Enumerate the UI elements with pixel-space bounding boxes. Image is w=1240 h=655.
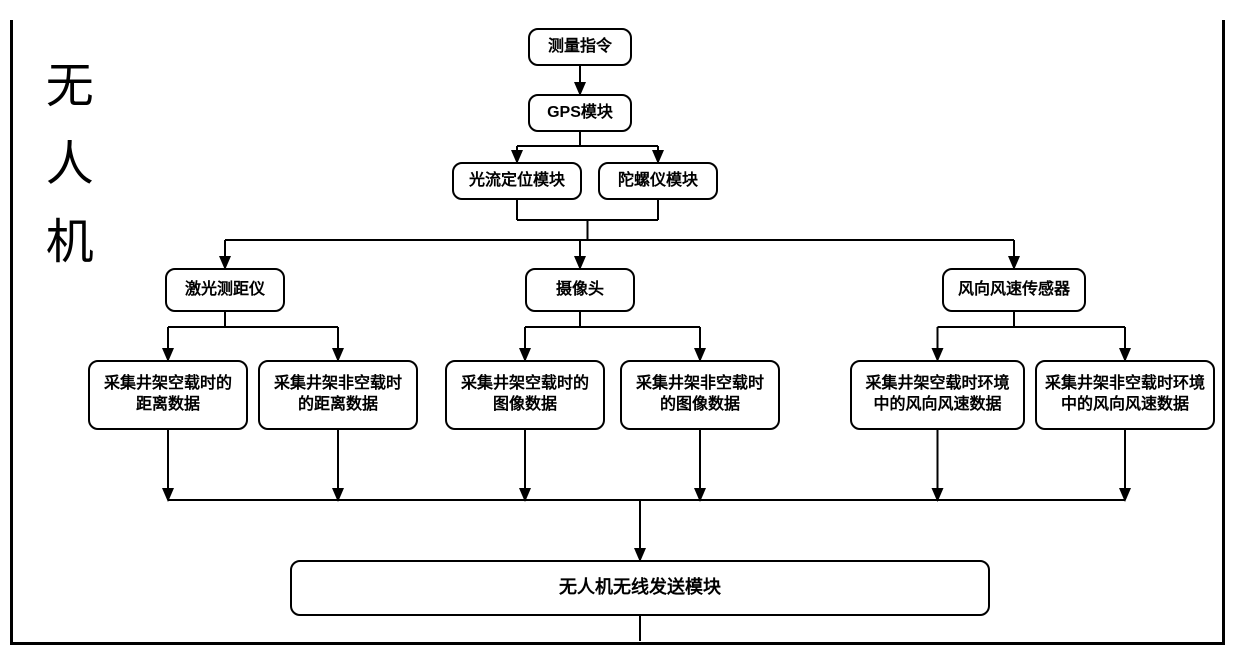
node-drone-wireless-send: 无人机无线发送模块 [290,560,990,616]
node-optical-flow-module: 光流定位模块 [452,162,582,200]
node-collect-empty-image: 采集井架空载时的图像数据 [445,360,605,430]
node-collect-loaded-distance: 采集井架非空载时的距离数据 [258,360,418,430]
node-collect-empty-wind: 采集井架空载时环境中的风向风速数据 [850,360,1025,430]
drone-side-label: 无人机 [25,60,102,294]
node-camera: 摄像头 [525,268,635,312]
node-measure-command: 测量指令 [528,28,632,66]
node-gyroscope-module: 陀螺仪模块 [598,162,718,200]
node-collect-loaded-image: 采集井架非空载时的图像数据 [620,360,780,430]
node-collect-empty-distance: 采集井架空载时的距离数据 [88,360,248,430]
node-laser-rangefinder: 激光测距仪 [165,268,285,312]
node-collect-loaded-wind: 采集井架非空载时环境中的风向风速数据 [1035,360,1215,430]
node-wind-sensor: 风向风速传感器 [942,268,1086,312]
node-gps-module: GPS模块 [528,94,632,132]
